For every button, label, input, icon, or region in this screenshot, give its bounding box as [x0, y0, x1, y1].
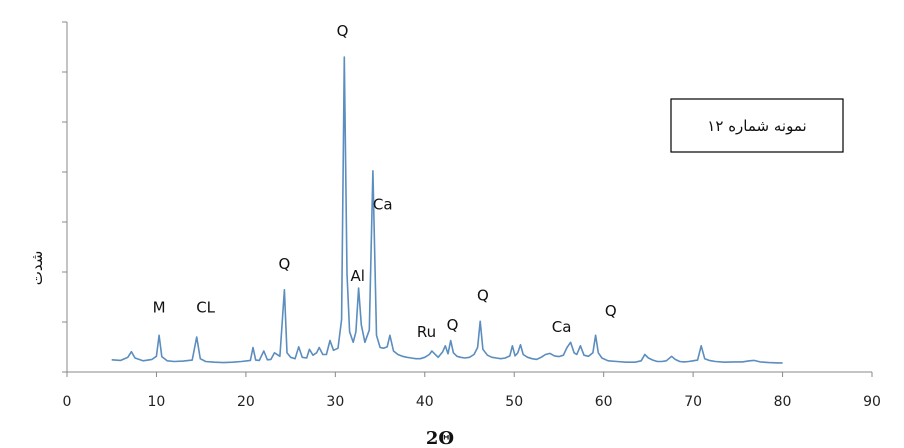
- y-axis-title: شدت: [28, 251, 46, 286]
- x-axis-title: 2Θ: [426, 428, 454, 448]
- xrd-series-line: [111, 56, 783, 364]
- x-tick-label: 10: [148, 394, 166, 410]
- peak-label: Q: [605, 302, 617, 320]
- legend-text: نمونه شماره ۱۲: [707, 117, 806, 135]
- peak-label: Q: [477, 286, 489, 304]
- x-tick-label: 70: [684, 394, 702, 410]
- peak-label: Al: [350, 267, 364, 285]
- x-tick-label: 0: [63, 394, 72, 410]
- peak-label: Ca: [552, 318, 572, 336]
- peak-label: CL: [196, 299, 215, 317]
- peak-label: Q: [278, 255, 290, 273]
- peak-label: Q: [337, 22, 349, 40]
- x-tick-label: 60: [595, 394, 613, 410]
- x-tick-label: 40: [416, 394, 434, 410]
- x-tick-label: 80: [774, 394, 792, 410]
- x-tick-label: 50: [505, 394, 523, 410]
- x-tick-label: 30: [326, 394, 344, 410]
- peak-label: Ru: [417, 323, 436, 341]
- legend-border: [670, 98, 844, 153]
- x-tick-label: 20: [237, 394, 255, 410]
- peak-label: Ca: [373, 195, 393, 213]
- peak-label: M: [153, 299, 166, 317]
- legend-box: نمونه شماره ۱۲: [670, 98, 844, 153]
- x-tick-label: 90: [863, 394, 881, 410]
- axes-group: 0 10 20 30 40 50 60 70 80 90: [62, 21, 881, 410]
- peak-label: Q: [447, 316, 459, 334]
- series-group: [111, 56, 783, 364]
